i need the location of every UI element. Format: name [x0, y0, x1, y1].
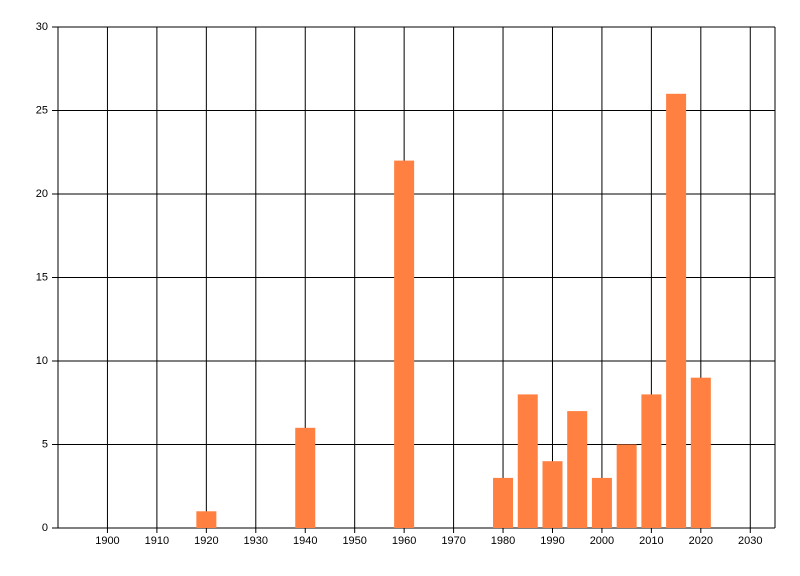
- x-tick-label: 1970: [441, 535, 465, 547]
- x-tick-label: 1950: [342, 535, 366, 547]
- x-tick-label: 1940: [293, 535, 317, 547]
- bar: [517, 394, 538, 528]
- x-tick-label: 2030: [738, 535, 762, 547]
- x-tick-label: 2010: [639, 535, 663, 547]
- x-tick-label: 1900: [95, 535, 119, 547]
- bar: [666, 93, 687, 529]
- y-tick-label: 0: [42, 522, 48, 534]
- x-tick-label: 1990: [540, 535, 564, 547]
- bar: [591, 477, 612, 528]
- y-tick-label: 25: [36, 104, 48, 116]
- bar: [394, 160, 415, 528]
- bar: [542, 461, 563, 528]
- bar: [641, 394, 662, 528]
- y-tick-label: 15: [36, 271, 48, 283]
- x-tick-label: 1980: [491, 535, 515, 547]
- x-tick-label: 2020: [689, 535, 713, 547]
- x-tick-label: 1920: [194, 535, 218, 547]
- bar: [567, 411, 588, 528]
- bar: [295, 427, 316, 528]
- bar: [690, 377, 711, 528]
- x-tick-label: 1930: [244, 535, 268, 547]
- x-tick-label: 1960: [392, 535, 416, 547]
- y-tick-label: 5: [42, 438, 48, 450]
- bar: [493, 477, 514, 528]
- bar: [616, 444, 637, 528]
- x-tick-label: 1910: [145, 535, 169, 547]
- y-tick-label: 20: [36, 188, 48, 200]
- bar: [196, 511, 217, 528]
- y-tick-label: 30: [36, 21, 48, 33]
- x-tick-label: 2000: [590, 535, 614, 547]
- y-tick-label: 10: [36, 355, 48, 367]
